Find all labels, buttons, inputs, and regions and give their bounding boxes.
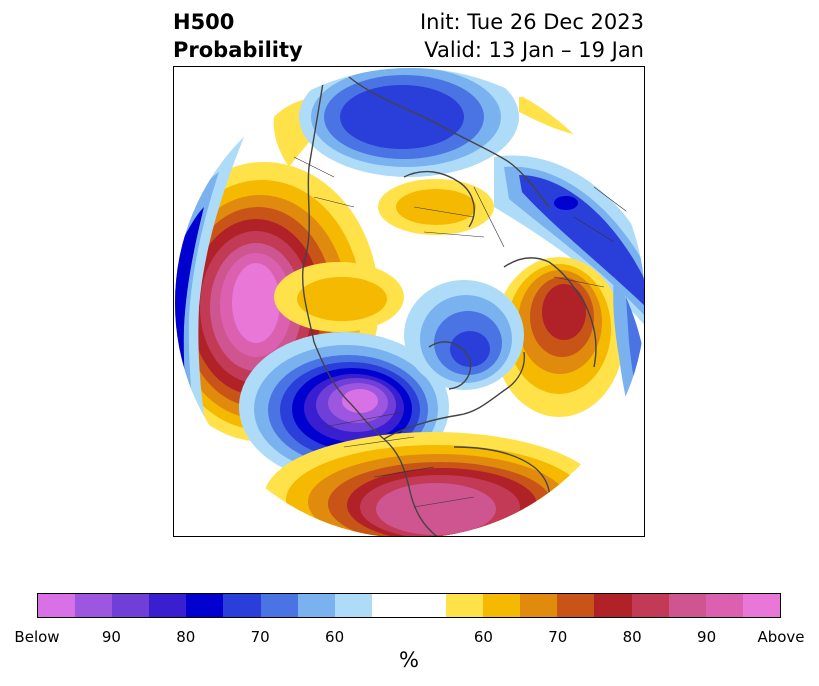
colorbar-tick-label: 70 [548,628,568,646]
region-arctic-below [299,68,519,177]
colorbar-tick-label: 60 [473,628,493,646]
colorbar-swatch [408,594,447,617]
colorbar-swatch [371,594,409,617]
chart-title-right: Init: Tue 26 Dec 2023 Valid: 13 Jan – 19… [420,8,644,64]
colorbar-swatch [186,594,224,617]
colorbar-swatch [668,594,706,617]
colorbar [37,593,781,618]
region-west-coast-above [274,262,404,332]
region-eastern-us-above [264,432,604,536]
colorbar-swatch [520,594,558,617]
colorbar-tick-label: 80 [176,628,196,646]
probability-map [175,68,644,536]
colorbar-swatch [75,594,113,617]
init-date: Init: Tue 26 Dec 2023 [419,10,644,34]
colorbar-swatch [223,594,261,617]
region-atlantic-below [404,280,524,390]
colorbar-swatch [38,594,76,617]
chart-title-left: H500 Probability [173,8,303,64]
colorbar-swatch [631,594,669,617]
colorbar-swatch [260,594,298,617]
colorbar-tick-label: 80 [622,628,642,646]
colorbar-swatch [334,594,372,617]
colorbar-tick-label: 70 [250,628,270,646]
region-eurasia-above [378,179,494,235]
colorbar-swatch [297,594,335,617]
region-siberia-below [494,155,644,327]
borders [293,156,635,508]
colorbar-tick-label: Below [14,628,60,646]
colorbar-swatch [483,594,521,617]
colorbar-tick-label: Above [757,628,805,646]
colorbar-unit: % [399,648,419,672]
colorbar-swatch [112,594,150,617]
region-scandinavia-above [494,257,624,417]
title-field: Probability [173,38,303,62]
colorbar-tick-label: 90 [101,628,121,646]
colorbar-swatch [705,594,743,617]
valid-range: Valid: 13 Jan – 19 Jan [424,38,644,62]
colorbar-tick-label: 90 [697,628,717,646]
title-variable: H500 [173,10,235,34]
colorbar-swatch [446,594,484,617]
map-panel [173,66,645,537]
colorbar-swatch [594,594,632,617]
colorbar-tick-label: 60 [325,628,345,646]
colorbar-swatch [557,594,595,617]
colorbar-swatch [149,594,187,617]
colorbar-swatch [742,594,780,617]
